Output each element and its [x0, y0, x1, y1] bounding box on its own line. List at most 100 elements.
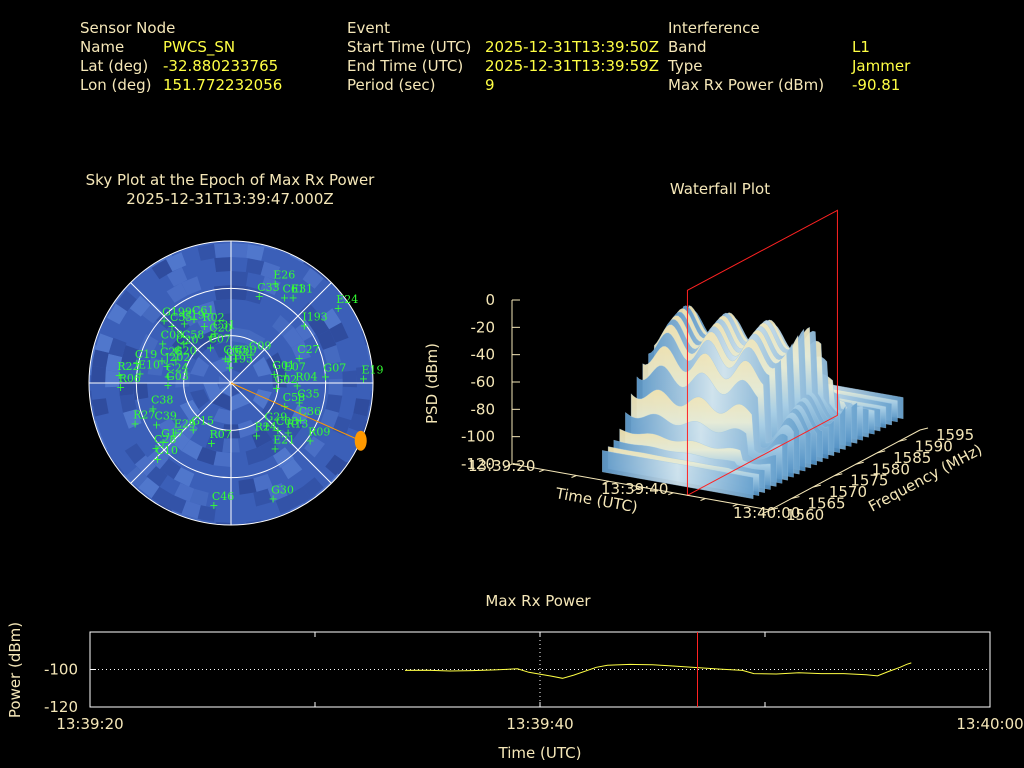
event-start-label: Start Time (UTC) [347, 38, 472, 56]
psd-tick-label: -20 [471, 318, 496, 336]
event-end-value: 2025-12-31T13:39:59Z [485, 57, 659, 75]
time-minor-tick [603, 480, 609, 484]
skyplot: +I195+C30+C09+C53+C60+C07+C20+C31+R02+C5… [88, 240, 384, 526]
satellite-label: E26 [273, 269, 295, 282]
sky-mask-cell [274, 406, 295, 428]
sky-mask-cell [177, 418, 199, 440]
satellite-marker: + [209, 499, 218, 512]
satellite-G15: +G15 [189, 415, 214, 437]
sky-mask-cell [267, 483, 288, 502]
sky-mask-cell [281, 458, 303, 480]
satellite-marker: + [179, 337, 188, 350]
sky-mask-cell [231, 392, 251, 411]
satellite-G17: +G17 [159, 427, 184, 449]
sky-mask-cell [168, 315, 190, 337]
satellite-marker: + [295, 397, 304, 410]
sky-mask-cell [353, 398, 370, 417]
sky-mask-cell [245, 446, 266, 466]
satellite-marker: + [151, 442, 160, 455]
interference-band-label: Band [668, 38, 707, 56]
satellite-G29: +G29 [262, 410, 287, 432]
satellite-C35: +C35 [295, 388, 320, 410]
satellite-marker: + [281, 369, 290, 382]
satellite-C24: +C24 [164, 361, 189, 383]
waterfall-surface-strip [602, 450, 754, 499]
satellite-C6x: +C61 [189, 304, 214, 326]
sky-mask-cell [124, 443, 146, 465]
sky-mask-cell [252, 356, 272, 377]
sky-mask-cell [337, 461, 349, 475]
freq-tick-label: 1575 [850, 472, 888, 490]
sky-mask-cell [171, 332, 193, 353]
sky-mask-cell [190, 389, 210, 410]
satellite-marker: + [268, 493, 277, 506]
sky-mask-cell [283, 326, 304, 348]
satellite-marker: + [296, 414, 305, 427]
satellite-marker: + [131, 418, 140, 431]
satellite-G01: +G01 [270, 359, 295, 381]
sky-mask-cell [105, 353, 123, 372]
sky-mask-cell [197, 315, 218, 334]
sky-mask-cell [173, 467, 195, 487]
maxpower-y-tick-label: -120 [44, 698, 78, 716]
satellite-R04: +R04 [293, 370, 318, 392]
satellite-R02: +R02 [200, 311, 225, 333]
sky-mask-cell [146, 466, 168, 487]
satellite-label: C19 [135, 348, 157, 361]
satellite-label: R04 [295, 370, 317, 383]
time-tick-label: 13:40:00 [733, 504, 800, 522]
sky-mask-cell [121, 345, 139, 365]
satellite-marker: + [284, 427, 293, 440]
sky-mask-cell [323, 345, 341, 365]
sky-mask-cell [145, 261, 159, 272]
satellite-marker: + [158, 338, 167, 351]
sky-mask-cell [304, 436, 325, 458]
sky-mask-cell [231, 327, 250, 344]
sky-mask-cell [115, 290, 137, 312]
sky-mask-cell [185, 515, 201, 522]
satellite-marker: + [167, 320, 176, 333]
satellite-label: C30 [234, 343, 256, 356]
sky-mask-cell [365, 345, 372, 361]
satellite-marker: + [221, 352, 230, 365]
sky-mask-cell [315, 270, 329, 282]
satellite-G199: +G199 [159, 306, 191, 328]
satellite-marker: + [272, 382, 281, 395]
sky-mask-cell [251, 428, 273, 449]
satellite-label: R22 [117, 360, 139, 373]
sensor-node-panel: Sensor Node Name PWCS_SN Lat (deg) -32.880… [80, 19, 282, 95]
sky-mask-cell [212, 341, 231, 358]
sky-mask-cell [138, 477, 160, 499]
sensor-lat-value: -32.880233765 [163, 57, 279, 75]
sky-mask-cell [273, 447, 294, 468]
sky-mask-cell [147, 448, 169, 470]
time-minor-tick [732, 503, 738, 507]
psd-tick-label: -100 [461, 428, 495, 446]
satellite-marker: + [152, 418, 161, 431]
freq-tick-mark [812, 484, 821, 488]
sky-mask-cell [244, 330, 266, 350]
satellite-E19: +E19 [359, 363, 384, 385]
satellite-marker: + [359, 372, 368, 385]
interference-heading: Interference [668, 19, 760, 37]
satellite-marker: + [280, 400, 289, 413]
satellite-marker: + [271, 278, 280, 291]
sky-mask-cell [107, 303, 128, 325]
satellite-C26: +C26 [157, 346, 182, 368]
satellite-marker: + [173, 343, 182, 356]
satellite-marker: + [271, 442, 280, 455]
satellite-marker: + [159, 436, 168, 449]
sky-mask-cell [231, 355, 251, 374]
sky-mask-cell [181, 500, 201, 519]
sky-mask-cell [171, 510, 187, 518]
satellite-label: G30 [271, 484, 294, 497]
satellite-label: C28 [154, 433, 176, 446]
freq-tick-mark [791, 496, 800, 500]
satellite-marker: + [171, 354, 180, 367]
sky-mask-cell [92, 398, 109, 417]
sky-mask-cell [261, 244, 277, 251]
event-heading: Event [347, 19, 390, 37]
satellite-label: C31 [213, 318, 235, 331]
